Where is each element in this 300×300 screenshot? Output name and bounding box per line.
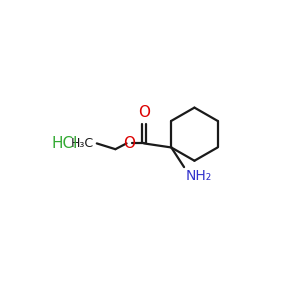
- Text: O: O: [123, 136, 135, 151]
- Text: NH₂: NH₂: [186, 169, 212, 183]
- Text: H₃C: H₃C: [71, 137, 94, 150]
- Text: HCl: HCl: [51, 136, 77, 151]
- Text: O: O: [138, 105, 150, 120]
